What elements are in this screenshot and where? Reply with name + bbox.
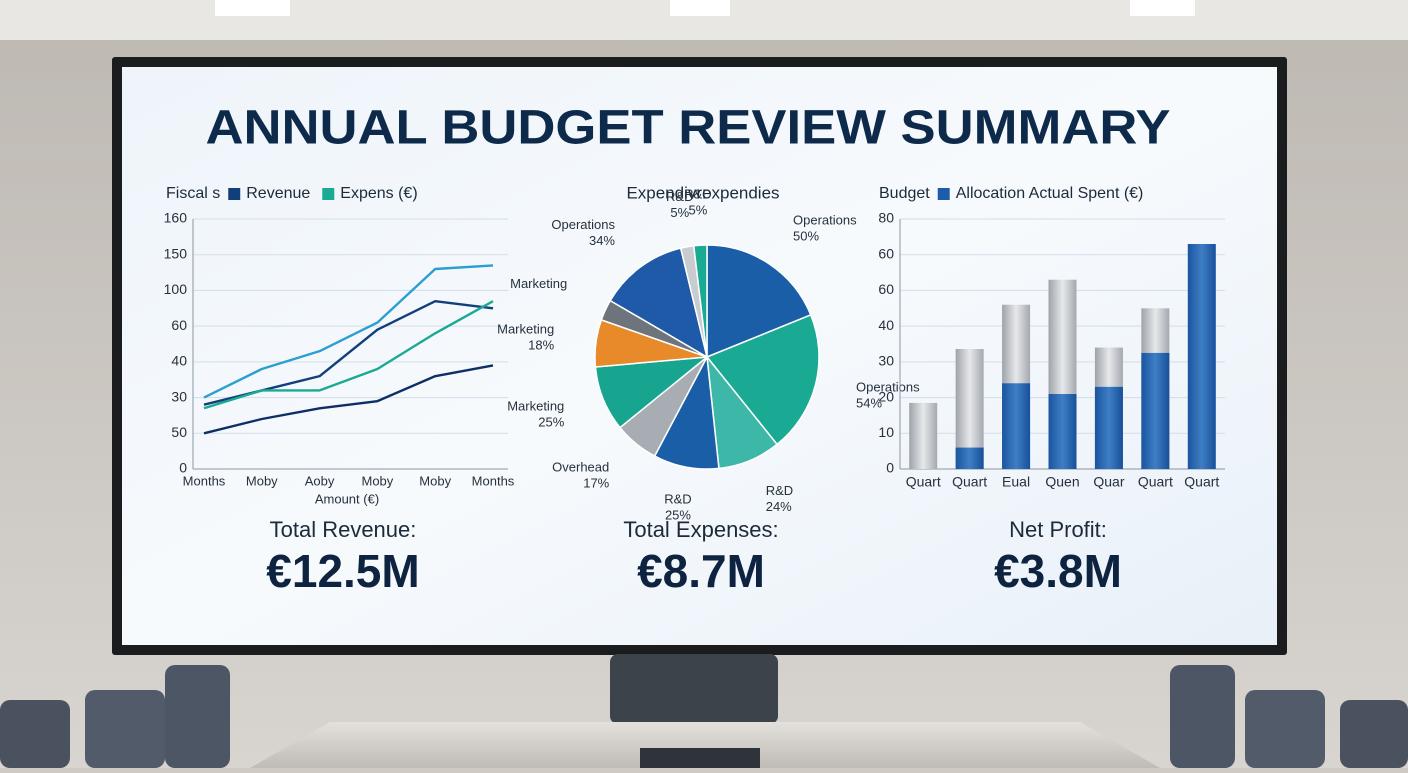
slice-label: Operations	[551, 217, 615, 232]
ceiling-light	[670, 0, 730, 16]
x-tick-label: Quart	[1138, 474, 1173, 490]
y-tick-label: 40	[171, 353, 187, 369]
y-tick-label: 40	[878, 317, 894, 333]
slice-label: R&D	[666, 189, 693, 204]
chair	[610, 654, 778, 724]
kpi-label: Total Revenue:	[270, 517, 417, 542]
bar	[1002, 383, 1031, 469]
y-tick-label: 30	[878, 353, 894, 369]
y-tick-label: 60	[171, 317, 187, 333]
legend-label: Allocation Actual Spent (€)	[956, 185, 1144, 202]
legend-swatch	[322, 188, 335, 200]
y-tick-label: 20	[878, 388, 894, 404]
slice-label: R&D	[684, 187, 711, 202]
chair	[1245, 690, 1325, 768]
kpi-value: €12.5M	[266, 545, 419, 597]
pie-slice	[609, 247, 709, 359]
table	[250, 722, 1160, 768]
x-tick-label: Quart	[952, 474, 987, 490]
slice-value: 50%	[793, 229, 819, 244]
y-tick-label: 160	[164, 210, 188, 226]
pie-slice	[705, 313, 820, 446]
chair	[85, 690, 165, 768]
legend-swatch	[937, 188, 950, 200]
kpi-label: Total Expenses:	[623, 517, 778, 542]
x-tick-label: Moby	[362, 473, 394, 488]
y-tick-label: 0	[886, 460, 894, 476]
bar	[1141, 352, 1170, 469]
kpi-value: €8.7M	[637, 545, 765, 597]
slice-value: 5%	[670, 205, 689, 220]
pie-slice	[692, 244, 708, 358]
bar	[1094, 386, 1123, 469]
kpi-label: Net Profit:	[1009, 517, 1107, 542]
chair	[1170, 665, 1235, 768]
line-series	[203, 364, 494, 435]
x-tick-label: Quart	[906, 474, 941, 490]
legend-title: Budget	[879, 185, 930, 202]
y-tick-label: 100	[164, 281, 188, 297]
x-tick-label: Quart	[1184, 474, 1219, 490]
chart-title: Expendivrexpendies	[626, 183, 779, 202]
ceiling-light	[215, 0, 290, 16]
legend-title: Fiscal s	[166, 185, 220, 202]
line-series	[203, 300, 494, 410]
slice-label: Marketing	[507, 398, 564, 413]
x-tick-label: Moby	[419, 473, 451, 488]
x-tick-label: Aoby	[305, 473, 335, 488]
slice-label: R&D	[664, 492, 691, 507]
x-tick-label: Eual	[1002, 474, 1030, 490]
laptop	[640, 748, 760, 768]
chair	[165, 665, 230, 768]
slice-value: 25%	[665, 508, 691, 523]
pie-slice	[706, 244, 812, 359]
slice-label: Overhead	[552, 459, 609, 474]
slice-label: Marketing	[497, 321, 554, 336]
x-tick-label: Quar	[1093, 474, 1124, 490]
bar	[909, 402, 938, 469]
slice-value: 24%	[766, 499, 792, 514]
y-tick-label: 80	[878, 210, 894, 226]
legend-swatch	[228, 188, 241, 200]
slice-value: 34%	[589, 233, 615, 248]
y-tick-label: 10	[878, 424, 894, 440]
y-tick-label: 150	[164, 245, 188, 261]
y-tick-label: 50	[171, 424, 187, 440]
x-tick-label: Months	[183, 473, 226, 488]
y-tick-label: 0	[179, 460, 187, 476]
chair	[1340, 700, 1408, 768]
line-series	[203, 264, 494, 399]
slice-value: 17%	[583, 475, 609, 490]
slice-value: 25%	[538, 414, 564, 429]
x-tick-label: Quen	[1045, 474, 1079, 490]
bar	[1048, 394, 1077, 469]
kpi-value: €3.8M	[994, 545, 1122, 597]
x-tick-label: Moby	[246, 473, 278, 488]
y-tick-label: 30	[171, 388, 187, 404]
x-axis-label: Amount (€)	[315, 491, 379, 506]
slice-label: Marketing	[510, 276, 567, 291]
y-tick-label: 60	[878, 281, 894, 297]
legend-label: Expens (€)	[340, 185, 417, 202]
x-tick-label: Months	[472, 473, 515, 488]
slice-value: 18%	[528, 337, 554, 352]
slice-label: Operations	[856, 379, 920, 394]
slice-label: Operations	[793, 213, 857, 228]
dashboard-title: ANNUAL BUDGET REVIEW SUMMARY	[206, 102, 1171, 155]
bar	[955, 447, 984, 469]
ceiling-light	[1130, 0, 1195, 16]
legend-label: Revenue	[246, 185, 310, 202]
slice-label: R&D	[766, 483, 793, 498]
chair	[0, 700, 70, 768]
slice-value: 54%	[856, 395, 882, 410]
bar	[1187, 244, 1216, 469]
slice-value: 5%	[688, 203, 707, 218]
y-tick-label: 60	[878, 245, 894, 261]
